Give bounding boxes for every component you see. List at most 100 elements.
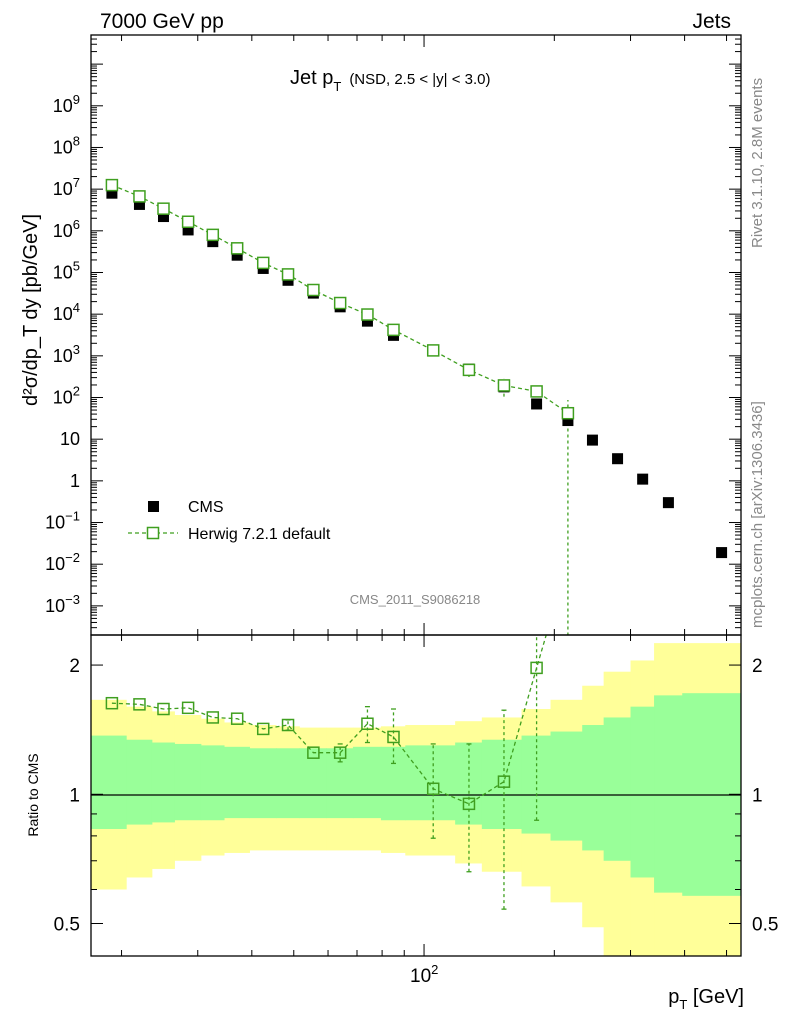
ratio-herwig-point: [105, 696, 119, 710]
main-y-axis-label: d²σ/dp_T dy [pb/GeV]: [20, 214, 42, 406]
analysis-watermark: CMS_2011_S9086218: [350, 592, 481, 607]
ratio-herwig-line: [111, 635, 547, 805]
ratio-stat-band: [276, 748, 300, 819]
ratio-herwig-point: [307, 746, 320, 759]
main-title-text: Jet p: [290, 67, 333, 89]
cms-point: [361, 315, 373, 327]
ratio-x-ticks: 102: [121, 635, 728, 987]
cms-point: [662, 497, 674, 509]
cms-point: [133, 198, 145, 210]
ratio-herwig-point: [387, 730, 400, 744]
herwig-point: [256, 256, 270, 270]
ratio-uncertainty-bands: [91, 643, 741, 956]
rivet-label: Rivet 3.1.10, 2.8M events: [749, 78, 766, 248]
herwig-point: [133, 190, 146, 203]
herwig-point: [230, 242, 244, 255]
ratio-y-tick-label-left: 2: [69, 656, 80, 677]
ratio-herwig-point: [256, 722, 270, 736]
ratio-herwig-point: [206, 711, 220, 724]
main-y-tick-label: 103: [53, 342, 80, 366]
herwig-point: [462, 363, 476, 377]
ratio-herwig-point: [462, 797, 476, 811]
herwig-point: [333, 296, 347, 310]
main-y-tick-label: 10−3: [45, 592, 80, 616]
cms-point: [106, 187, 118, 199]
herwig-point: [157, 202, 170, 215]
herwig-point: [530, 385, 543, 398]
header-right: Jets: [692, 10, 731, 33]
ratio-y-tick-label-right: 2: [752, 656, 763, 677]
main-y-tick-label: 10−1: [45, 509, 80, 533]
x-axis-label: pT [GeV]: [668, 986, 744, 1012]
herwig-point: [206, 228, 220, 242]
ratio-stat-band: [126, 739, 153, 825]
ratio-herwig-point: [361, 717, 374, 730]
main-y-tick-label: 1: [70, 471, 80, 491]
ratio-stat-band: [151, 742, 175, 823]
mcplots-label: mcplots.cern.ch [arXiv:1306.3436]: [749, 401, 766, 628]
ratio-plot-frame: [90, 634, 742, 957]
main-series-layer: [105, 178, 728, 635]
ratio-y-tick-label-right: 0.5: [752, 914, 778, 935]
main-title: Jet pT (NSD, 2.5 < |y| < 3.0): [290, 67, 491, 94]
ratio-stat-band: [380, 746, 406, 821]
herwig-point: [387, 323, 400, 337]
ratio-y-axis-label: Ratio to CMS: [25, 753, 41, 836]
ratio-plot: 0.5 1 2 0.5 1 2 102: [54, 634, 779, 987]
cms-point: [207, 236, 219, 248]
herwig-point: [426, 344, 440, 357]
x-tick-label: 102: [410, 962, 438, 987]
main-plot-frame: [90, 34, 742, 636]
ratio-stat-band: [603, 717, 632, 861]
ratio-stat-band: [224, 746, 250, 819]
ratio-stat-band: [654, 695, 683, 893]
ratio-herwig-point: [530, 661, 543, 675]
ratio-stat-band: [481, 739, 523, 830]
main-title-subscript: T: [333, 79, 341, 94]
ratio-herwig-point: [181, 701, 195, 715]
main-y-tick-label: 105: [53, 258, 80, 282]
cms-point: [586, 434, 598, 446]
herwig-point: [281, 268, 295, 281]
main-y-tick-label: 10−2: [45, 550, 80, 574]
ratio-stat-band: [200, 745, 225, 821]
ratio-herwig-point: [157, 702, 170, 716]
legend-herwig-label: Herwig 7.2.1 default: [188, 526, 331, 543]
legend-herwig-marker: [146, 526, 160, 540]
ratio-y-tick-label-right: 1: [752, 785, 763, 806]
main-y-tick-label: 109: [53, 92, 80, 116]
main-y-tick-label: 106: [53, 217, 80, 241]
ratio-herwig-point: [333, 746, 347, 759]
ratio-stat-band: [352, 746, 382, 819]
herwig-point: [361, 308, 374, 321]
ratio-series-layer: [105, 635, 547, 910]
legend-cms-marker: [148, 501, 159, 512]
ratio-stat-band: [630, 706, 655, 878]
ratio-herwig-point: [230, 712, 244, 725]
main-y-tick-label: 10: [60, 429, 80, 449]
ratio-y-ticks: 0.5 1 2 0.5 1 2: [54, 656, 779, 935]
main-y-tick-label: 104: [53, 300, 80, 324]
cms-point: [231, 249, 243, 261]
cms-point: [612, 453, 624, 465]
main-y-tick-label: 108: [53, 133, 80, 157]
ratio-stat-band: [174, 743, 202, 821]
ratio-stat-band: [91, 735, 127, 830]
ratio-herwig-point: [133, 698, 146, 711]
ratio-stat-band: [249, 748, 277, 819]
ratio-y-tick-label-left: 1: [69, 785, 80, 806]
ratio-y-tick-label-left: 0.5: [54, 914, 80, 935]
ratio-herwig-point: [497, 775, 511, 788]
main-title-detail: (NSD, 2.5 < |y| < 3.0): [349, 71, 490, 88]
herwig-point: [561, 406, 575, 420]
herwig-point: [307, 283, 320, 297]
cms-point: [531, 398, 543, 410]
ratio-herwig-point: [426, 782, 440, 796]
ratio-herwig-point: [281, 718, 295, 732]
herwig-point: [105, 178, 119, 192]
main-y-tick-label: 107: [53, 175, 80, 199]
ratio-stat-band: [299, 748, 327, 819]
